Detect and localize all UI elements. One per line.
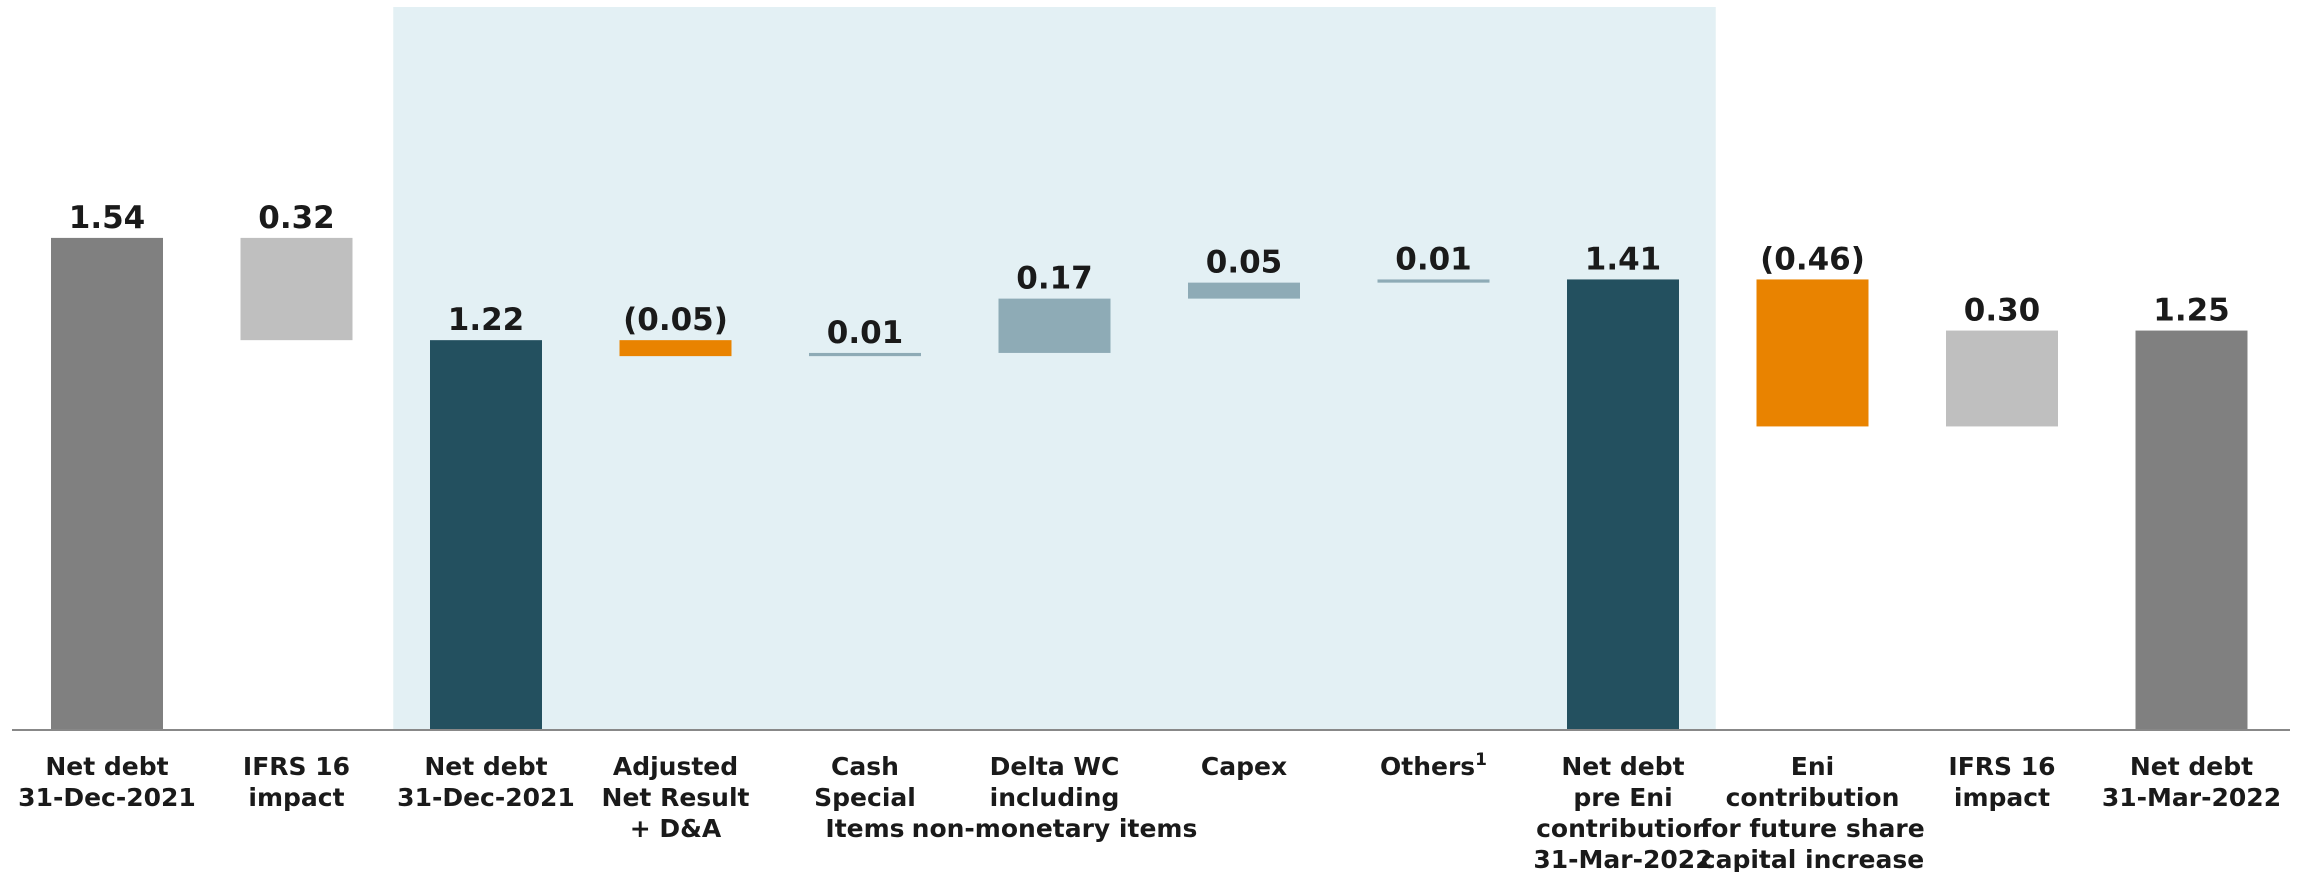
- x-tick-label: + D&A: [630, 814, 722, 843]
- x-tick-label: Items: [825, 814, 904, 843]
- x-tick-label: contribution: [1536, 814, 1710, 843]
- x-tick-label: non-monetary items: [912, 814, 1198, 843]
- bar: [809, 352, 921, 357]
- x-tick-label: Others1: [1380, 750, 1487, 781]
- x-tick-label: pre Eni: [1573, 783, 1672, 812]
- x-tick-label: Delta WC: [990, 752, 1120, 781]
- x-tick-label: 31-Dec-2021: [397, 783, 575, 812]
- bar: [1567, 279, 1679, 730]
- x-tick-label: impact: [248, 783, 344, 812]
- bar: [1188, 282, 1300, 299]
- value-label: 1.25: [2153, 293, 2230, 329]
- value-label: 1.22: [448, 302, 525, 338]
- x-tick-label: Cash: [831, 752, 899, 781]
- x-tick-label: 31-Mar-2022: [2102, 783, 2281, 812]
- x-tick-label: Net Result: [602, 783, 750, 812]
- value-label: 0.01: [827, 315, 904, 351]
- x-tick-label: impact: [1954, 783, 2050, 812]
- x-tick-label: Capex: [1201, 752, 1287, 781]
- x-tick-label: 31-Mar-2022: [1533, 845, 1712, 872]
- value-label: 0.30: [1964, 293, 2041, 329]
- value-label: 0.32: [258, 200, 335, 236]
- x-tick-label: Net debt: [424, 752, 547, 781]
- x-tick-label: Net debt: [2130, 752, 2253, 781]
- footnote-marker: 1: [1475, 750, 1487, 770]
- x-tick-label: IFRS 16: [1948, 752, 2055, 781]
- x-tick-label: Adjusted: [613, 752, 738, 781]
- value-label: 0.01: [1395, 241, 1472, 277]
- x-tick-label: capital increase: [1701, 845, 1924, 872]
- bar: [2135, 330, 2248, 730]
- bar: [619, 340, 732, 357]
- bar: [240, 237, 353, 341]
- bar: [1946, 330, 2058, 427]
- highlight-band: [393, 7, 1716, 730]
- x-tick-label: including: [990, 783, 1120, 812]
- x-tick-label: contribution: [1726, 783, 1900, 812]
- bar: [998, 298, 1111, 353]
- x-tick-label: for future share: [1700, 814, 1924, 843]
- value-label: 0.05: [1206, 245, 1283, 281]
- x-tick-label: Net debt: [45, 752, 168, 781]
- bar: [430, 340, 542, 730]
- x-tick-label: Special: [814, 783, 916, 812]
- x-tick-label: Net debt: [1561, 752, 1684, 781]
- value-label: (0.05): [623, 302, 728, 338]
- value-label: 0.17: [1016, 261, 1093, 297]
- value-label: 1.54: [69, 200, 146, 236]
- x-tick-label: Eni: [1791, 752, 1834, 781]
- value-label: 1.41: [1585, 241, 1662, 277]
- bar: [51, 237, 163, 730]
- bar: [1377, 279, 1490, 283]
- x-tick-label: 31-Dec-2021: [18, 783, 196, 812]
- x-tick-label: IFRS 16: [243, 752, 350, 781]
- value-label: (0.46): [1760, 241, 1865, 277]
- bar: [1756, 279, 1869, 427]
